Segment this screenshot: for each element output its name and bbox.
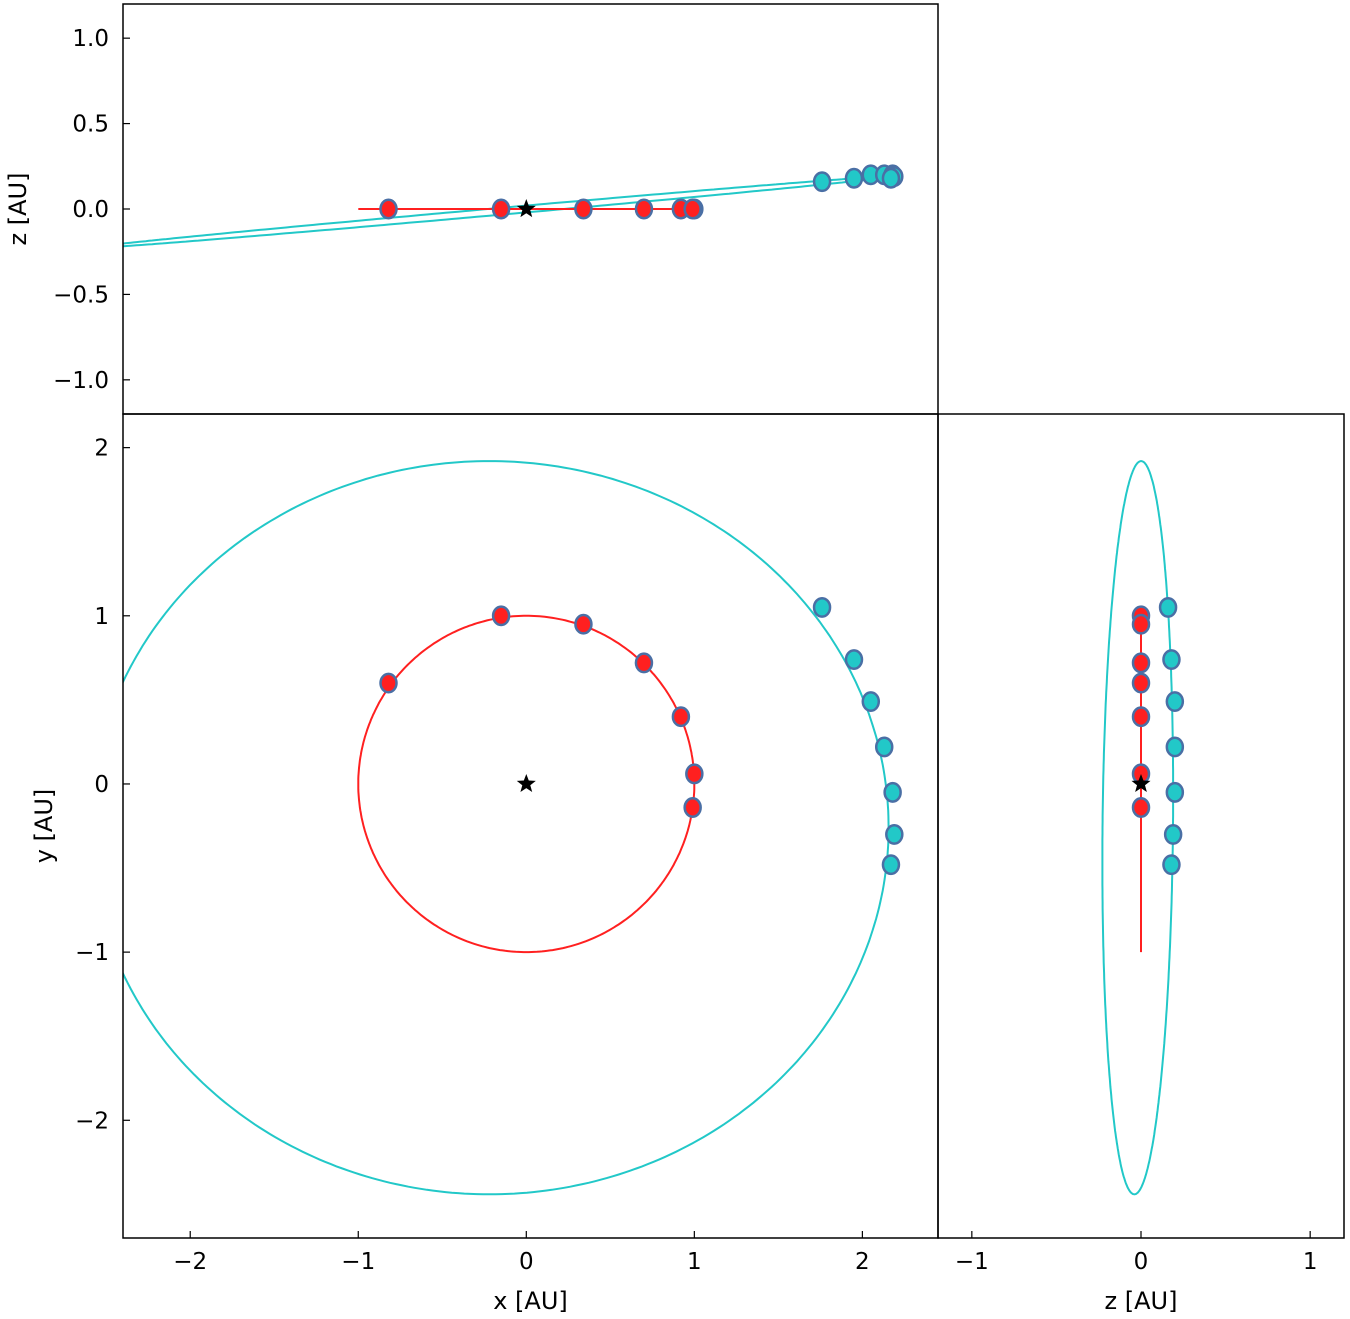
outer-body-marker (1165, 781, 1185, 803)
x-tick-label: 1 (687, 1249, 702, 1275)
main-x-axis-label: x [AU] (493, 1287, 568, 1315)
outer-body-marker (874, 736, 894, 758)
outer-orbit-line (123, 460, 890, 1196)
inner-body-marker (1131, 652, 1151, 674)
inner-body-marker (379, 198, 398, 220)
outer-body-marker (812, 171, 832, 193)
outer-body-marker (1158, 596, 1178, 618)
x-tick-label: −2 (173, 1249, 207, 1275)
x-tick-label: 1 (1303, 1249, 1318, 1275)
inner-body-marker (683, 797, 702, 818)
panel-xy: −2 −1 0 1 2 2 1 0 −1 −2 x [AU] y [AU] (30, 413, 939, 1315)
outer-orbit-line (1101, 460, 1175, 1196)
right-x-axis-label: z [AU] (1105, 1287, 1178, 1315)
outer-body-marker (844, 649, 864, 670)
inner-body-marker (671, 706, 691, 728)
outer-orbit-line (123, 175, 890, 248)
outer-body-marker (885, 823, 904, 845)
outer-body-marker (1165, 736, 1185, 758)
inner-body-marker (634, 198, 654, 220)
inner-orbit-line (357, 614, 696, 954)
outer-body-marker (1165, 691, 1185, 713)
outer-body-marker (844, 167, 864, 189)
y-tick-label: 1 (94, 604, 109, 630)
y-tick-label: −1 (75, 940, 109, 966)
panel-zy: −1 0 1 z [AU] (937, 413, 1345, 1315)
inner-body-marker (683, 198, 702, 220)
y-tick-label: 0.5 (72, 112, 109, 138)
y-tick-label: 2 (94, 436, 109, 462)
outer-body-marker (812, 596, 832, 618)
y-tick-label: 0 (94, 772, 109, 798)
main-y-axis-label: y [AU] (30, 789, 58, 864)
x-tick-label: −1 (955, 1249, 989, 1275)
inner-body-marker (379, 672, 398, 694)
star-marker (1131, 773, 1151, 793)
inner-body-marker (574, 198, 593, 220)
outer-body-marker (1162, 854, 1181, 876)
outer-body-marker (861, 691, 881, 713)
outer-body-marker (881, 167, 901, 189)
inner-body-marker (1131, 706, 1151, 728)
inner-body-marker (491, 198, 511, 220)
x-tick-label: 2 (855, 1249, 870, 1275)
inner-body-marker (685, 763, 704, 785)
x-tick-label: −1 (341, 1249, 375, 1275)
outer-body-marker (883, 781, 902, 803)
outer-body-marker (881, 854, 901, 876)
outer-body-marker (1163, 823, 1183, 845)
x-tick-label: 0 (1134, 1249, 1149, 1275)
top-y-axis-label: z [AU] (4, 173, 32, 246)
star-marker (516, 773, 536, 793)
panel-xz: 1.0 0.5 0.0 −0.5 −1.0 z [AU] (4, 3, 939, 415)
inner-body-marker (1131, 613, 1151, 635)
inner-body-marker (574, 613, 593, 635)
x-tick-label: 0 (519, 1249, 534, 1275)
y-tick-label: −1.0 (53, 368, 109, 394)
inner-body-marker (491, 605, 511, 627)
y-tick-label: 1.0 (72, 26, 109, 52)
y-tick-label: 0.0 (72, 197, 109, 223)
inner-body-marker (634, 652, 654, 674)
y-tick-label: −2 (75, 1108, 109, 1134)
outer-body-marker (1162, 649, 1181, 670)
inner-body-marker (1131, 797, 1151, 818)
inner-body-marker (1131, 672, 1151, 694)
star-marker (516, 199, 536, 218)
y-tick-label: −0.5 (53, 282, 109, 308)
